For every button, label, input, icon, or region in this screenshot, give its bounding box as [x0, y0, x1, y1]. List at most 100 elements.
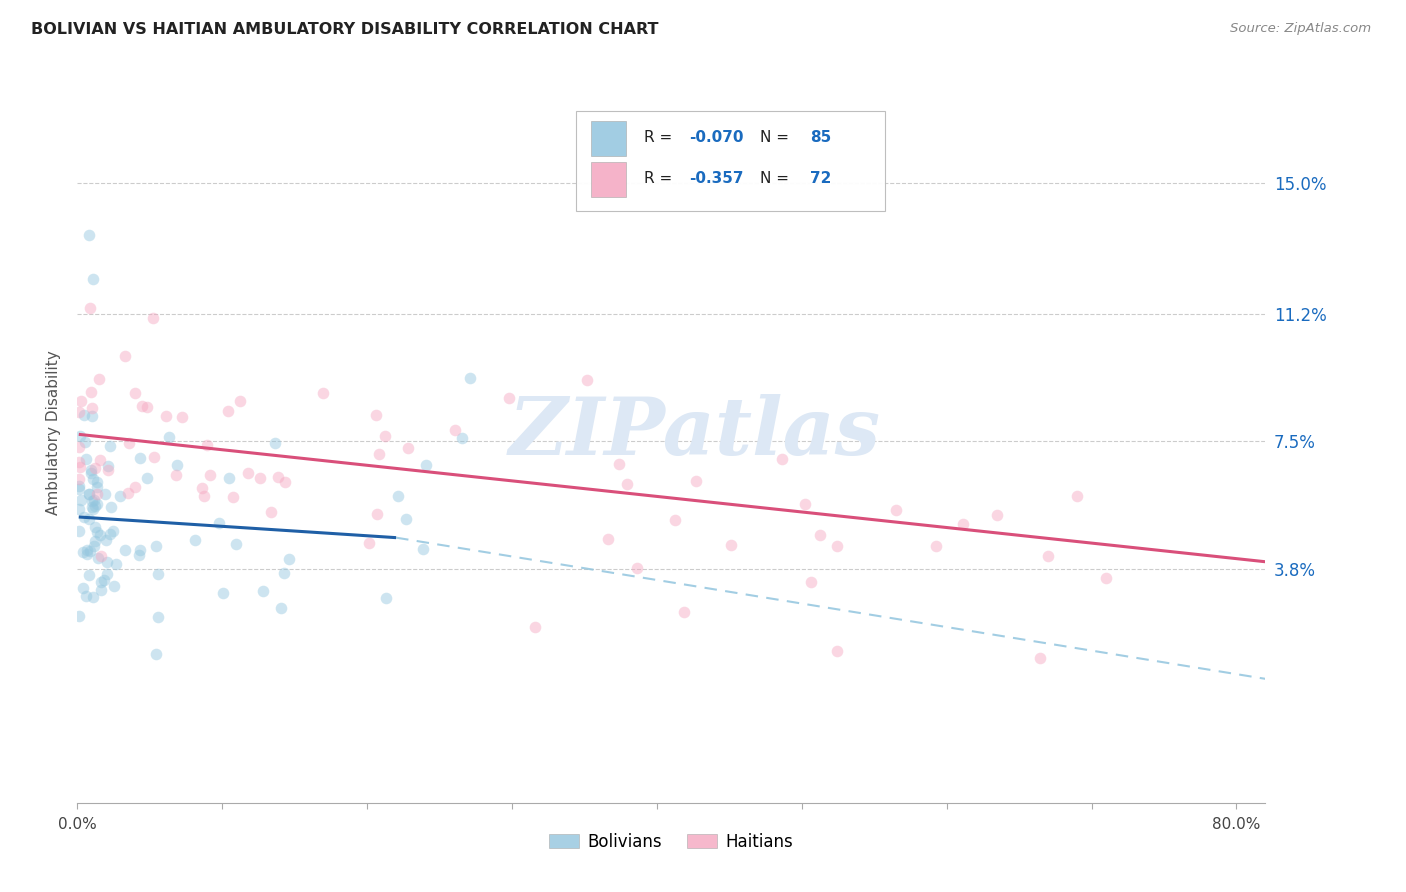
- Point: [273, 566, 295, 580]
- Point: [83, 492, 105, 507]
- Point: [1036, 549, 1059, 564]
- Point: [672, 605, 695, 619]
- Bar: [591, 161, 626, 197]
- Point: [100, 500, 122, 514]
- Point: [79, 487, 101, 501]
- Point: [387, 489, 409, 503]
- Point: [80, 463, 103, 477]
- Point: [75, 589, 97, 603]
- Point: [229, 394, 252, 409]
- Point: [221, 490, 243, 504]
- Point: [77, 511, 100, 525]
- Point: [96, 533, 118, 548]
- Point: [93, 573, 115, 587]
- Point: [373, 429, 395, 443]
- Text: N =: N =: [761, 171, 794, 186]
- Point: [810, 528, 832, 542]
- Point: [84, 520, 107, 534]
- Text: 72: 72: [810, 171, 832, 186]
- Point: [67, 479, 90, 493]
- Point: [103, 579, 125, 593]
- Point: [84, 534, 107, 549]
- Text: R =: R =: [644, 130, 678, 145]
- Point: [67, 524, 90, 539]
- Text: R =: R =: [644, 171, 678, 186]
- Point: [118, 436, 141, 450]
- Point: [82, 501, 104, 516]
- Point: [114, 542, 136, 557]
- Point: [366, 408, 388, 422]
- Point: [193, 489, 215, 503]
- Point: [596, 532, 619, 546]
- Point: [952, 516, 974, 531]
- Point: [98, 527, 121, 541]
- Point: [90, 582, 112, 597]
- Text: Source: ZipAtlas.com: Source: ZipAtlas.com: [1230, 22, 1371, 36]
- Point: [1094, 571, 1116, 585]
- Text: N =: N =: [761, 130, 794, 145]
- Point: [395, 512, 418, 526]
- Point: [184, 533, 207, 548]
- Point: [72, 545, 94, 559]
- Point: [75, 452, 97, 467]
- Point: [270, 600, 292, 615]
- Point: [252, 583, 274, 598]
- Point: [238, 467, 260, 481]
- Point: [108, 489, 131, 503]
- Point: [80, 500, 103, 515]
- Point: [67, 472, 90, 486]
- Point: [69, 429, 91, 443]
- Point: [800, 575, 823, 590]
- Point: [145, 647, 167, 661]
- Point: [794, 497, 817, 511]
- Text: 85: 85: [810, 130, 831, 145]
- Point: [86, 475, 108, 490]
- Point: [367, 447, 389, 461]
- Point: [79, 544, 101, 558]
- Point: [72, 581, 94, 595]
- Point: [94, 487, 117, 501]
- Point: [172, 409, 194, 424]
- Point: [82, 472, 104, 486]
- Point: [616, 476, 638, 491]
- Point: [82, 401, 104, 415]
- Point: [124, 480, 146, 494]
- Point: [72, 408, 94, 422]
- Point: [1029, 651, 1052, 665]
- Point: [523, 620, 546, 634]
- Point: [415, 458, 437, 472]
- Point: [458, 371, 481, 385]
- Point: [77, 227, 100, 242]
- Point: [97, 459, 120, 474]
- Point: [86, 480, 108, 494]
- Point: [374, 591, 396, 605]
- Point: [986, 508, 1008, 522]
- Point: [155, 409, 177, 423]
- Point: [685, 474, 707, 488]
- Point: [664, 513, 686, 527]
- Point: [208, 516, 231, 530]
- Text: BOLIVIAN VS HAITIAN AMBULATORY DISABILITY CORRELATION CHART: BOLIVIAN VS HAITIAN AMBULATORY DISABILIT…: [31, 22, 658, 37]
- Point: [70, 492, 93, 507]
- Point: [84, 461, 107, 475]
- Point: [128, 450, 150, 465]
- Point: [626, 560, 648, 574]
- Point: [83, 539, 105, 553]
- Point: [249, 471, 271, 485]
- Point: [274, 475, 297, 490]
- Point: [96, 555, 118, 569]
- Point: [218, 471, 240, 485]
- Point: [87, 550, 110, 565]
- Point: [104, 557, 127, 571]
- Point: [96, 566, 118, 581]
- Point: [73, 510, 96, 524]
- Point: [225, 537, 247, 551]
- Point: [86, 525, 108, 540]
- Point: [264, 436, 287, 450]
- Point: [1066, 489, 1088, 503]
- Point: [80, 384, 103, 399]
- Point: [396, 441, 419, 455]
- Point: [80, 466, 103, 480]
- Point: [412, 541, 434, 556]
- Point: [89, 528, 111, 542]
